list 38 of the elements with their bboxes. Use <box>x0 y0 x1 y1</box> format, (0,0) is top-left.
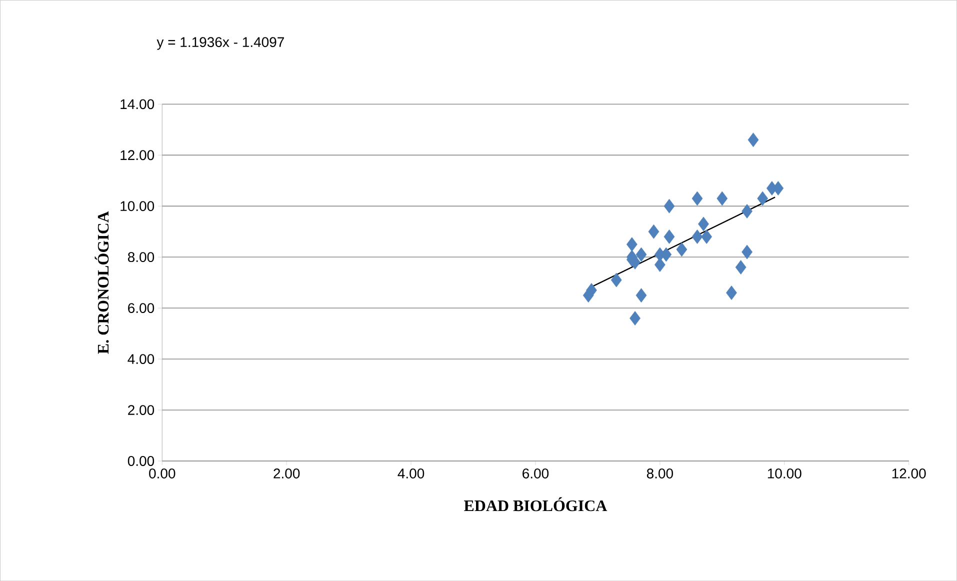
point <box>748 132 759 147</box>
point <box>701 229 712 244</box>
y-tick-label: 14.00 <box>120 99 154 110</box>
x-tick-label: 2.00 <box>274 468 300 478</box>
y-tick-label: 10.00 <box>120 201 154 211</box>
y-tick-label: 4.00 <box>128 354 154 364</box>
x-tick-label: 10.00 <box>768 468 802 478</box>
point <box>742 204 752 218</box>
point <box>648 224 660 239</box>
y-tick-label: 12.00 <box>120 150 154 160</box>
x-tick-label: 6.00 <box>522 468 549 478</box>
point <box>742 244 752 260</box>
x-tick-label: 0.00 <box>149 468 176 478</box>
point <box>735 260 746 274</box>
point <box>610 272 622 288</box>
point <box>716 191 728 206</box>
point <box>630 310 640 326</box>
point <box>757 191 768 206</box>
point <box>698 216 709 232</box>
point <box>692 191 703 206</box>
y-tick-label: 6.00 <box>128 303 154 313</box>
text: y = 1.1936x - 1.4097 <box>156 37 284 50</box>
x-tick-label: 4.00 <box>398 468 424 478</box>
x-axis-title: EDAD BIOLÓGICA <box>464 497 608 512</box>
point <box>664 198 675 214</box>
point <box>636 247 647 262</box>
y-tick-label: 2.00 <box>128 404 154 415</box>
y-tick-label: 0.00 <box>128 456 154 466</box>
y-tick-label: 8.00 <box>128 252 154 262</box>
point <box>676 242 688 257</box>
x-tick-label: 12.00 <box>892 468 926 478</box>
x-tick-label: 8.00 <box>646 468 674 478</box>
point <box>664 229 675 244</box>
y-axis-title: E. CRONOLÓGICA <box>94 211 109 354</box>
point <box>626 237 638 252</box>
point <box>636 288 647 302</box>
point <box>692 229 703 244</box>
point <box>726 286 737 300</box>
